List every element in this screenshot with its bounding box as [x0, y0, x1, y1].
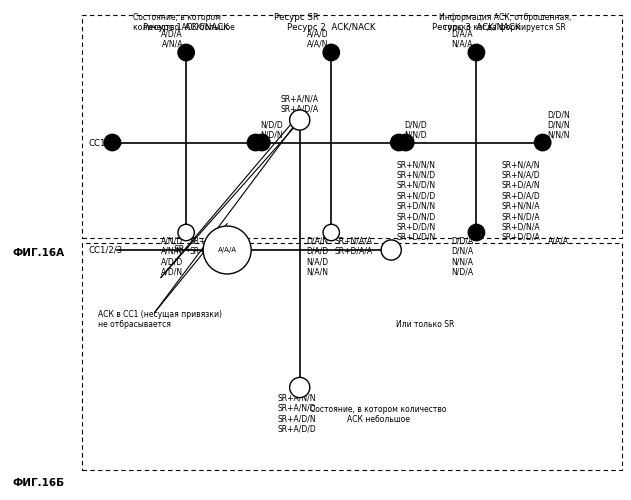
Ellipse shape	[391, 134, 407, 150]
Ellipse shape	[534, 134, 551, 150]
Text: A/D/A
A/N/A: A/D/A A/N/A	[162, 29, 183, 48]
Bar	[82, 242, 622, 470]
Ellipse shape	[290, 110, 310, 130]
Text: A/N/D
A/N/N
A/D/D
A/D/N: A/N/D A/N/N A/D/D A/D/N	[161, 236, 183, 277]
Ellipse shape	[398, 134, 414, 150]
Ellipse shape	[381, 240, 401, 260]
Text: SR+N/A/N
SR+N/A/D
SR+D/A/N
SR+D/A/D
SR+N/N/A
SR+N/D/A
SR+D/N/A
SR+D/D/A: SR+N/A/N SR+N/A/D SR+D/A/N SR+D/A/D SR+N…	[502, 160, 540, 242]
Ellipse shape	[468, 224, 485, 240]
Text: SR+: SR+	[174, 246, 192, 254]
Text: A/A/A: A/A/A	[218, 247, 237, 253]
Text: A/A/A: A/A/A	[548, 236, 569, 246]
Text: ФИГ.16A: ФИГ.16A	[13, 248, 65, 258]
Text: ФИГ.16Б: ФИГ.16Б	[13, 478, 65, 488]
Text: Информация АСК, отброшенная,
только когда формируется SR: Информация АСК, отброшенная, только когд…	[439, 12, 571, 32]
Text: SR+A/N/A
SR+A/D/A: SR+A/N/A SR+A/D/A	[281, 94, 319, 114]
Ellipse shape	[468, 44, 485, 60]
Ellipse shape	[323, 224, 339, 240]
Text: Ресурс 1 ACK/NACK: Ресурс 1 ACK/NACK	[143, 22, 229, 32]
Text: SR+N/A/A
SR+D/A/A: SR+N/A/A SR+D/A/A	[334, 236, 372, 256]
Text: Ресурс 2  ACK/NACK: Ресурс 2 ACK/NACK	[287, 22, 375, 32]
Bar	[82, 15, 622, 237]
Text: Состояние, в котором количество
АСК небольшое: Состояние, в котором количество АСК небо…	[310, 405, 447, 424]
Text: A/A/D
A/A/N: A/A/D A/A/N	[307, 29, 328, 48]
Text: CC1/2/3: CC1/2/3	[88, 246, 122, 254]
Text: CC1/2/3: CC1/2/3	[88, 138, 122, 147]
Ellipse shape	[203, 226, 251, 274]
Text: D/N/D
N/N/D: D/N/D N/N/D	[404, 120, 427, 140]
Ellipse shape	[290, 378, 310, 398]
Ellipse shape	[178, 224, 194, 240]
Ellipse shape	[323, 44, 339, 60]
Ellipse shape	[178, 44, 194, 60]
Text: D/D/N
D/N/N
N/N/N: D/D/N D/N/N N/N/N	[548, 110, 570, 140]
Text: Состояние, в котором
количество АСК большое: Состояние, в котором количество АСК боль…	[133, 12, 234, 32]
Text: SR+N/N/N
SR+N/N/D
SR+N/D/N
SR+N/D/D
SR+D/N/N
SR+D/N/D
SR+D/D/N
SR+D/D/N: SR+N/N/N SR+N/N/D SR+N/D/N SR+N/D/D SR+D…	[396, 160, 435, 242]
Text: SR+A/A/N
SR+A/A/D: SR+A/A/N SR+A/A/D	[189, 236, 227, 256]
Text: D/A/N
D/A/D
N/A/D
N/A/N: D/A/N D/A/D N/A/D N/A/N	[306, 236, 328, 277]
Text: D/D/A
D/N/A
N/N/A
N/D/A: D/D/A D/N/A N/N/A N/D/A	[451, 236, 473, 277]
Text: Или только SR: Или только SR	[396, 320, 455, 329]
Text: Ресурс 3  ACK/NACK: Ресурс 3 ACK/NACK	[432, 22, 521, 32]
Text: SR+A/N/N
SR+A/N/D
SR+A/D/N
SR+A/D/D: SR+A/N/N SR+A/N/D SR+A/D/N SR+A/D/D	[277, 394, 316, 434]
Text: АСК в CC1 (несущая привязки)
не отбрасывается: АСК в CC1 (несущая привязки) не отбрасыв…	[98, 310, 222, 330]
Ellipse shape	[254, 134, 270, 150]
Text: N/D/D
N/D/N: N/D/D N/D/N	[261, 120, 283, 140]
Text: Ресурс SR: Ресурс SR	[274, 12, 319, 22]
Ellipse shape	[247, 134, 264, 150]
Text: D/A/A
N/A/A: D/A/A N/A/A	[452, 29, 473, 48]
Ellipse shape	[104, 134, 121, 150]
